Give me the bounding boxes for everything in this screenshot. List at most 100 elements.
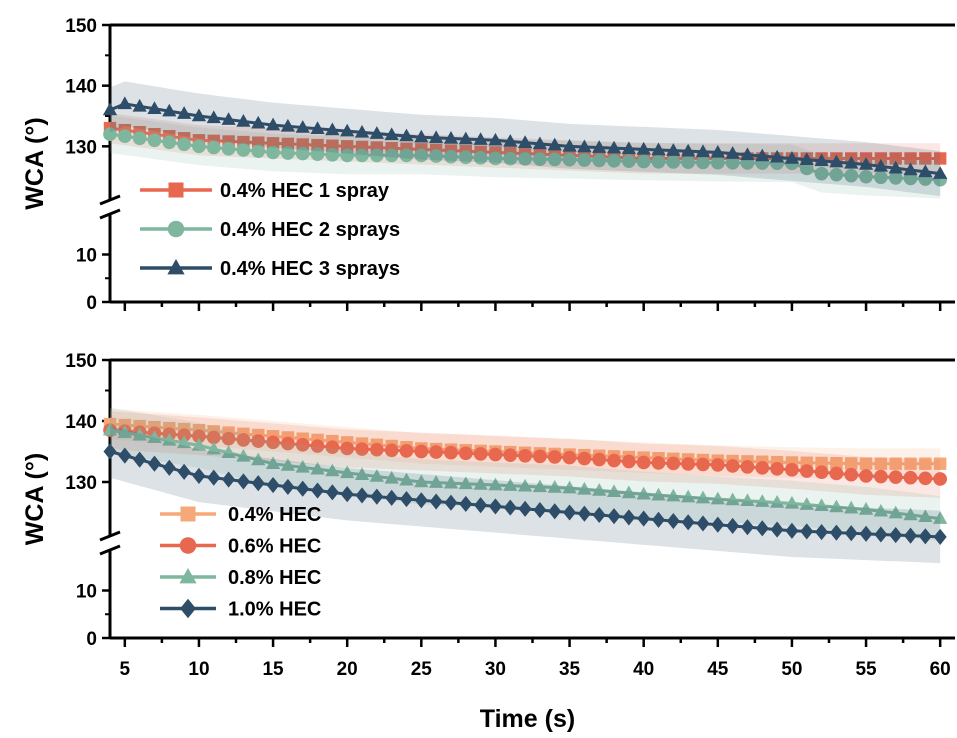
data-point (384, 127, 399, 141)
data-point (889, 527, 903, 544)
data-point (636, 141, 651, 155)
data-point (933, 528, 947, 545)
x-tick-label: 10 (188, 659, 209, 680)
data-point (162, 135, 177, 150)
data-point (325, 440, 340, 455)
data-point (770, 521, 784, 538)
y-tick-label: 130 (65, 137, 97, 158)
data-point (236, 448, 251, 462)
data-point (814, 166, 829, 181)
data-point (429, 130, 444, 144)
data-point (903, 507, 918, 521)
data-point (443, 131, 459, 144)
data-point (162, 432, 177, 446)
data-point (666, 155, 681, 169)
data-point (206, 140, 221, 155)
data-point (147, 133, 162, 148)
data-point (696, 155, 710, 170)
legend-label: 1.0% HEC (228, 599, 321, 621)
data-point (236, 114, 251, 127)
y-tick-label: 0 (86, 293, 97, 314)
data-point (310, 461, 325, 475)
data-point (458, 446, 473, 461)
data-point (740, 519, 754, 536)
x-axis-title: Time (s) (480, 705, 575, 733)
data-point (547, 137, 562, 151)
data-point (785, 522, 799, 539)
data-point (666, 456, 681, 471)
data-point (636, 154, 651, 169)
data-point (102, 102, 118, 116)
data-point (918, 528, 932, 545)
data-point (281, 478, 295, 495)
data-point (488, 477, 503, 491)
data-point (443, 475, 459, 489)
data-point (651, 456, 666, 470)
data-point (666, 512, 680, 530)
data-point (725, 156, 740, 170)
data-point (814, 498, 829, 512)
data-point (132, 131, 147, 146)
data-point (904, 152, 917, 165)
data-point (325, 122, 340, 136)
data-point (473, 447, 488, 461)
data-point (355, 442, 369, 456)
data-point (399, 148, 414, 163)
data-point (769, 495, 785, 508)
data-point (888, 160, 903, 174)
series-1-0-hec (103, 425, 947, 564)
legend-item: 0.4% HEC 1 spray (140, 180, 390, 202)
data-point (666, 488, 681, 502)
data-point (740, 493, 755, 507)
data-point (295, 437, 310, 452)
data-point (311, 482, 325, 499)
data-point (206, 110, 221, 124)
data-point (592, 452, 607, 467)
data-point (236, 433, 251, 447)
legend-item: 0.4% HEC (160, 504, 321, 526)
data-point (725, 146, 740, 159)
data-point (814, 153, 829, 167)
data-point (725, 492, 740, 506)
data-point (266, 476, 280, 494)
data-point (562, 480, 577, 494)
data-point (651, 154, 666, 169)
data-point (473, 132, 488, 145)
data-point (903, 162, 918, 176)
data-point (503, 448, 518, 462)
data-point (844, 155, 859, 169)
data-point (488, 498, 502, 515)
data-point (236, 143, 251, 157)
data-point (903, 470, 918, 485)
data-point (503, 151, 518, 166)
data-point (918, 471, 933, 486)
data-point (251, 452, 266, 466)
legend-item: 1.0% HEC (160, 599, 321, 621)
data-point (533, 449, 547, 464)
data-point (103, 443, 117, 460)
data-point (711, 516, 725, 533)
data-point (444, 494, 458, 511)
data-point (830, 457, 843, 470)
data-point (176, 435, 192, 449)
data-point (340, 441, 355, 456)
data-point (310, 147, 325, 162)
data-point (517, 478, 533, 492)
data-point (310, 121, 325, 135)
data-point (147, 455, 161, 472)
data-point (770, 462, 784, 476)
data-point (696, 515, 710, 532)
data-point (607, 453, 621, 468)
y-tick-label: 150 (65, 351, 97, 372)
data-point (325, 463, 340, 477)
data-point (518, 500, 532, 517)
data-point (429, 445, 443, 459)
data-point (132, 427, 147, 441)
data-point (918, 509, 933, 523)
data-point (310, 439, 325, 453)
data-point (696, 457, 710, 472)
series-0-4-hec-3-sprays (102, 81, 948, 197)
data-point (369, 126, 384, 139)
data-point (829, 466, 844, 481)
